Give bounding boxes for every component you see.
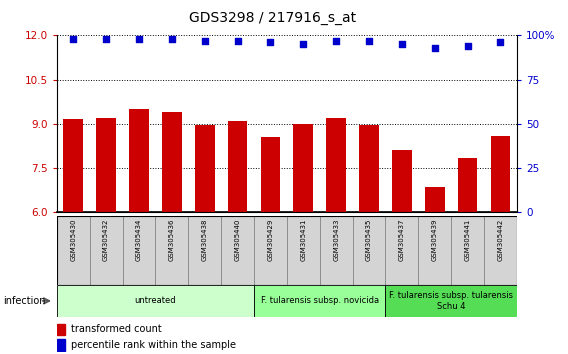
Text: F. tularensis subsp. novicida: F. tularensis subsp. novicida [261,296,379,306]
Bar [491,136,510,212]
Text: GSM305432: GSM305432 [103,219,109,261]
Text: GSM305430: GSM305430 [70,219,76,261]
Bar [261,137,280,212]
Bar [57,216,90,285]
Bar [96,118,116,212]
Text: GSM305438: GSM305438 [202,219,208,261]
Bar [188,216,221,285]
Text: GSM305436: GSM305436 [169,219,175,261]
Bar [162,112,182,212]
Bar [57,285,254,317]
Text: GSM305435: GSM305435 [366,219,372,261]
Point [496,40,505,45]
Text: GSM305433: GSM305433 [333,219,339,261]
Bar [123,216,156,285]
Text: untreated: untreated [135,296,176,306]
Point [266,40,275,45]
Bar [320,216,353,285]
Text: GSM305437: GSM305437 [399,219,405,261]
Point [69,36,78,42]
Text: GSM305439: GSM305439 [432,219,438,261]
Text: GSM305442: GSM305442 [498,219,503,261]
Bar [129,109,149,212]
Bar [254,216,287,285]
Bar [294,124,313,212]
Bar [156,216,188,285]
Point [365,38,374,44]
Point [233,38,242,44]
Bar [64,119,83,212]
Bar [57,324,65,335]
Point [463,43,472,49]
Bar [287,216,320,285]
Bar [221,216,254,285]
Bar [326,118,346,212]
Text: infection: infection [3,296,45,306]
Text: percentile rank within the sample: percentile rank within the sample [70,340,236,350]
Point [430,45,439,51]
Bar [228,121,248,212]
Bar [484,216,517,285]
Point [299,41,308,47]
Bar [458,158,478,212]
Point [397,41,406,47]
Text: GDS3298 / 217916_s_at: GDS3298 / 217916_s_at [189,11,356,25]
Bar [386,216,418,285]
Point [332,38,341,44]
Bar [392,150,412,212]
Text: transformed count: transformed count [70,324,161,334]
Point [135,36,144,42]
Bar [57,339,65,350]
Point [102,36,111,42]
Bar [386,285,517,317]
Bar [254,285,386,317]
Text: GSM305434: GSM305434 [136,219,142,261]
Text: GSM305429: GSM305429 [268,219,273,261]
Bar [425,187,445,212]
Text: GSM305431: GSM305431 [300,219,306,261]
Bar [359,125,379,212]
Text: GSM305440: GSM305440 [235,219,240,261]
Bar [418,216,451,285]
Text: F. tularensis subsp. tularensis
Schu 4: F. tularensis subsp. tularensis Schu 4 [389,291,513,310]
Bar [195,125,215,212]
Point [200,38,209,44]
Bar [90,216,123,285]
Point [167,36,176,42]
Bar [353,216,386,285]
Text: GSM305441: GSM305441 [465,219,470,261]
Bar [451,216,484,285]
